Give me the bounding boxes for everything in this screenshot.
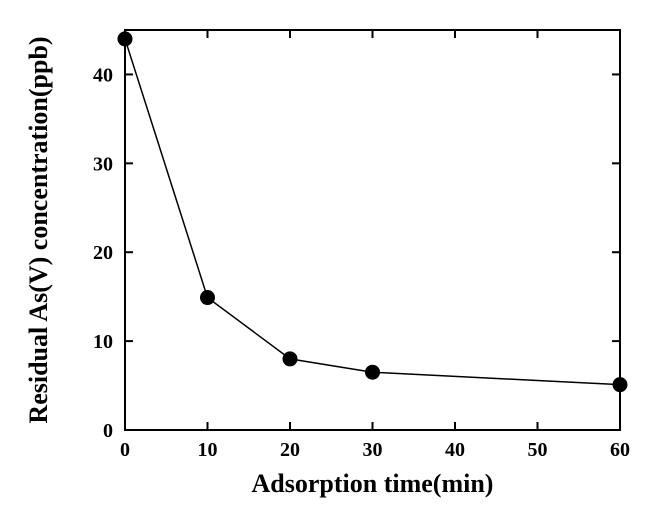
x-tick-label: 40 [445, 439, 465, 461]
x-tick-label: 30 [363, 439, 383, 461]
x-axis-title: Adsorption time(min) [252, 469, 494, 498]
series-marker [118, 32, 132, 46]
x-tick-label: 60 [610, 439, 630, 461]
chart: 0 10 20 30 40 50 60 0 10 20 30 40 Adsorption time(mi… [0, 0, 664, 528]
series-marker [201, 291, 215, 305]
y-tick-label: 0 [103, 420, 113, 442]
x-tick-label: 10 [198, 439, 218, 461]
series-line [125, 39, 620, 385]
y-tick-label: 30 [93, 153, 113, 175]
x-tick-label: 20 [280, 439, 300, 461]
x-tick-label: 50 [528, 439, 548, 461]
series-marker [366, 365, 380, 379]
y-tick-label: 10 [93, 331, 113, 353]
y-axis-title: Residual As(V) concentration(ppb) [24, 36, 53, 423]
x-tick-label: 0 [120, 439, 130, 461]
y-tick-label: 20 [93, 242, 113, 264]
series-marker [283, 352, 297, 366]
y-tick-label: 40 [93, 64, 113, 86]
chart-svg: 0 10 20 30 40 50 60 0 10 20 30 40 Adsorption time(mi… [0, 0, 664, 528]
series-marker [613, 378, 627, 392]
